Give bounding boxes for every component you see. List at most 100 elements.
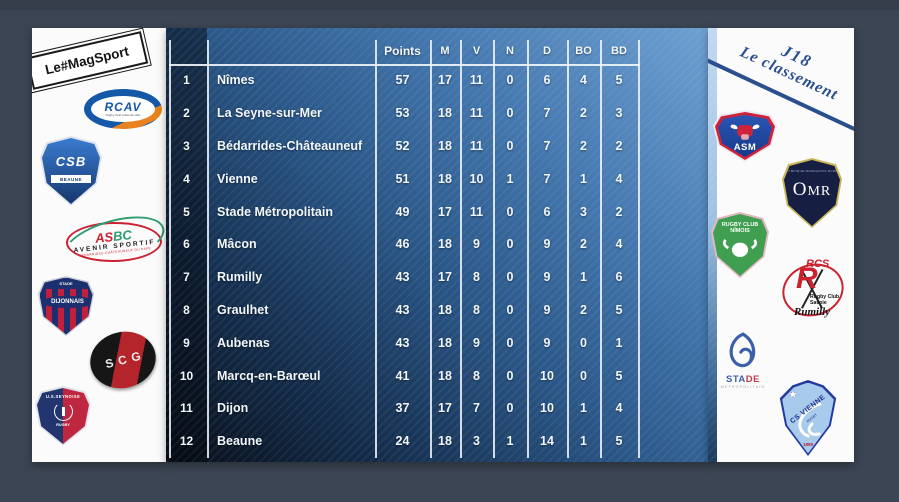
stat-cell: 9 — [473, 237, 480, 252]
stat-cell: 1 — [580, 171, 587, 186]
seynoise-logo-label: U.S.SEYNOISE — [45, 394, 81, 399]
stat-cell: 1 — [506, 171, 514, 186]
rumilly-logo-script: Rumilly — [794, 306, 831, 318]
omr-logo-label: OMR — [793, 179, 832, 201]
stat-cell: 43 — [395, 335, 410, 350]
stat-cell: 4 — [615, 237, 623, 252]
stat-cell: 17 — [438, 401, 452, 416]
stat-cell: 57 — [395, 73, 410, 88]
team-cell: Stade Métropolitain — [217, 204, 333, 219]
header-cell: D — [543, 45, 551, 57]
grid-line — [567, 40, 569, 458]
stat-cell: 53 — [395, 106, 410, 121]
vienne-swoosh-icon — [798, 402, 822, 438]
seynoise-shield-icon: U.S.SEYNOISE RUGBY — [37, 388, 89, 444]
omr-shield-icon: OLYMPIQUE MARCQUOIS RUGBY OMR — [784, 160, 840, 226]
stat-cell: 5 — [615, 302, 623, 317]
team-cell: Mâcon — [217, 237, 257, 252]
rcav-logo: RCAV Rugby Club Aubenas Vals — [84, 89, 162, 129]
team-cell: Graulhet — [217, 302, 269, 317]
stat-cell: 6 — [615, 270, 623, 285]
seynoise-logo-subtext: RUGBY — [56, 423, 70, 427]
stat-cell: 8 — [473, 368, 480, 383]
stat-cell: 51 — [395, 171, 410, 186]
csb-logo-label: CSB — [55, 154, 87, 169]
team-cell: Dijon — [217, 401, 249, 416]
nimois-logo-line2: NÎMOIS — [730, 228, 750, 234]
stat-cell: 9 — [543, 237, 551, 252]
us-seynoise-logo: U.S.SEYNOISE RUGBY — [35, 386, 91, 446]
stat-cell: 2 — [580, 237, 587, 252]
team-cell: La Seyne-sur-Mer — [217, 106, 322, 121]
stat-cell: 5 — [615, 434, 623, 449]
stat-cell: 9 — [543, 270, 551, 285]
asm-logo-label: ASM — [733, 142, 757, 153]
stat-cell: 18 — [438, 302, 452, 317]
stat-cell: 1 — [615, 335, 623, 350]
stat-cell: 18 — [438, 237, 452, 252]
stat-cell: 11 — [469, 204, 484, 219]
grid-line — [430, 40, 432, 458]
top-strip — [0, 0, 899, 10]
header-cell: M — [440, 45, 450, 57]
nimois-logo-line1: RUGBY CLUB — [721, 222, 759, 228]
rank-cell: 9 — [183, 335, 190, 350]
stat-cell: 2 — [615, 138, 623, 153]
grid-line — [375, 40, 377, 458]
rcav-logo-inner: RCAV Rugby Club Aubenas Vals — [91, 96, 155, 122]
dijonnais-shield-icon: STADE DIJONNAIS — [39, 277, 93, 335]
stat-cell: 14 — [540, 434, 554, 449]
header-cell: BD — [611, 45, 627, 57]
stat-cell: 0 — [580, 335, 587, 350]
header-rank-spacer — [166, 38, 207, 64]
stat-cell: 0 — [506, 138, 514, 153]
stat-cell: 5 — [615, 368, 623, 383]
metro-label-sta: STA — [726, 374, 746, 385]
csb-logo-subtext: BEAUNE — [50, 175, 92, 183]
asm-logo: ASM — [713, 110, 777, 162]
stat-cell: 9 — [543, 335, 551, 350]
vienne-star-icon: ★ — [788, 389, 798, 401]
stat-cell: 11 — [469, 73, 484, 88]
rank-cell: 4 — [183, 171, 190, 186]
rcav-logo-label: RCAV — [104, 100, 142, 114]
stat-cell: 18 — [438, 434, 452, 449]
stat-cell: 2 — [580, 302, 587, 317]
header-cell: V — [472, 45, 481, 57]
scg-graulhet-logo: SCG — [84, 324, 162, 396]
rcav-logo-subtext: Rugby Club Aubenas Vals — [105, 113, 141, 117]
stat-cell: 37 — [395, 401, 410, 416]
stat-cell: 7 — [543, 106, 551, 121]
rank-cell: 12 — [179, 434, 194, 449]
matchday-badge: J18 Le classement — [708, 28, 854, 120]
rank-column-background — [166, 28, 207, 462]
standings-grid: Points M V N D BO BD 1 Nîmes 57 17 11 0 6 4 5 2 La Seyne-… — [166, 38, 638, 458]
stat-cell: 52 — [395, 138, 410, 153]
stat-cell: 18 — [438, 106, 452, 121]
stat-cell: 8 — [473, 270, 480, 285]
header-underline — [169, 64, 639, 66]
stade-dijonnais-logo: STADE DIJONNAIS — [38, 276, 94, 336]
stat-cell: 3 — [473, 434, 480, 449]
stat-cell: 18 — [438, 335, 452, 350]
stat-cell: 2 — [580, 138, 587, 153]
csb-shield-icon: CSB BEAUNE — [42, 138, 100, 204]
metropolitain-tulip-icon — [729, 332, 756, 368]
stat-cell: 18 — [438, 171, 452, 186]
stat-cell: 0 — [506, 335, 514, 350]
omr-logo: OLYMPIQUE MARCQUOIS RUGBY OMR — [782, 158, 842, 228]
omr-label-o: O — [792, 179, 808, 200]
stat-cell: 43 — [395, 302, 410, 317]
header-cell: BO — [575, 45, 592, 57]
rumilly-logo-abbr: RCS — [806, 258, 830, 270]
team-cell: Aubenas — [217, 335, 270, 350]
rank-cell: 3 — [183, 138, 190, 153]
rank-cell: 6 — [183, 237, 190, 252]
stat-cell: 10 — [540, 401, 554, 416]
stat-cell: 4 — [615, 401, 623, 416]
stat-cell: 7 — [543, 138, 551, 153]
stat-cell: 1 — [506, 434, 514, 449]
rank-cell: 5 — [183, 204, 190, 219]
stat-cell: 2 — [580, 106, 587, 121]
stat-cell: 1 — [580, 401, 587, 416]
